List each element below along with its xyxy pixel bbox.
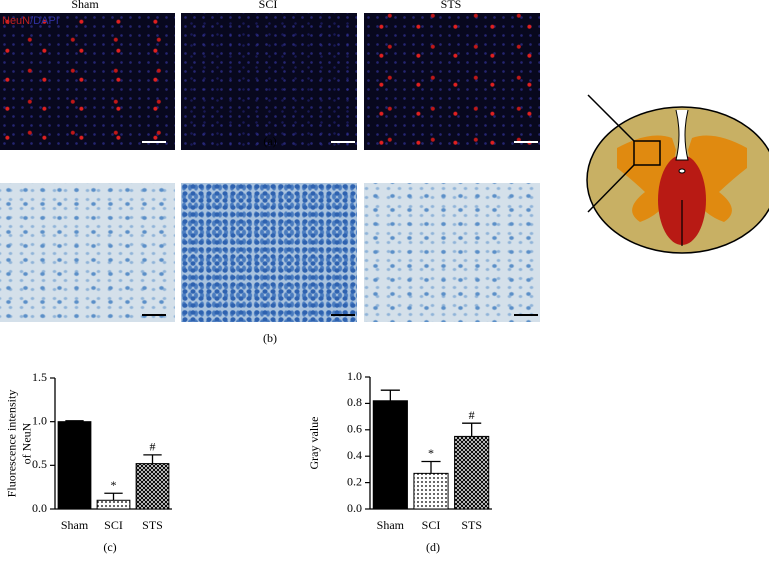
x-tick-label: Sham [377, 518, 405, 532]
y-tick-label: 1.0 [32, 413, 47, 427]
y-axis-label: Gray value [307, 417, 321, 470]
y-tick-label: 0.6 [347, 422, 362, 436]
bar [372, 400, 408, 510]
scale-bar [142, 141, 166, 143]
micrograph [364, 13, 540, 150]
significance-mark: # [469, 408, 475, 422]
y-tick-label: 0.0 [32, 501, 47, 515]
micrograph [0, 183, 175, 322]
bar [57, 421, 92, 510]
bar [135, 463, 170, 510]
y-tick-label: 0.5 [32, 457, 47, 471]
y-tick-label: 0.8 [347, 395, 362, 409]
x-tick-label: STS [142, 518, 163, 532]
y-tick-label: 0.0 [347, 501, 362, 515]
scale-bar [331, 141, 355, 143]
y-tick-label: 1.0 [347, 369, 362, 383]
panel-caption: (d) [426, 540, 440, 554]
micrograph: NeuN/DAPI [0, 13, 175, 150]
column-label: SCI [258, 0, 278, 11]
spinal-cord-diagram [586, 94, 769, 254]
stain-label: NeuN [2, 15, 31, 27]
scale-bar [514, 314, 538, 316]
bar [413, 472, 449, 510]
y-axis-label: of NeuN [19, 422, 33, 464]
x-tick-label: SCI [104, 518, 123, 532]
significance-mark: # [150, 440, 156, 454]
significance-mark: * [111, 478, 117, 492]
y-tick-label: 0.2 [347, 474, 362, 488]
bar [454, 435, 490, 510]
column-label: Sham [71, 0, 99, 11]
scale-bar [142, 314, 166, 316]
x-tick-label: SCI [422, 518, 441, 532]
stain-label: /DAPI [30, 15, 59, 27]
bar [96, 499, 131, 510]
scale-bar [514, 141, 538, 143]
micrograph [181, 13, 357, 150]
x-tick-label: Sham [61, 518, 89, 532]
scale-bar [331, 314, 355, 316]
x-tick-label: STS [461, 518, 482, 532]
y-axis-label: Fluorescence intensity [4, 390, 18, 498]
micrograph [364, 183, 540, 322]
panel-caption: (b) [263, 331, 277, 345]
y-tick-label: 0.4 [347, 448, 362, 462]
y-tick-label: 1.5 [32, 370, 47, 384]
column-label: STS [440, 0, 462, 11]
micrograph [181, 183, 357, 322]
panel-caption: (a) [263, 134, 277, 148]
panel-caption: (c) [103, 540, 116, 554]
significance-mark: * [428, 446, 434, 460]
